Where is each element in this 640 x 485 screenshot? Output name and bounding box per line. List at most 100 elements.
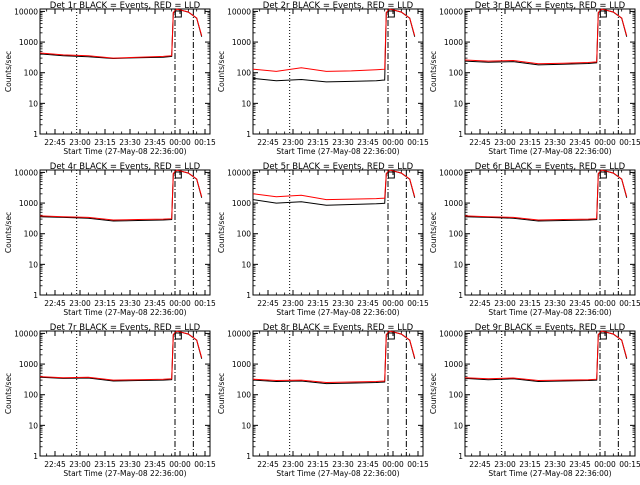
y-tick-label: 100 [237,69,252,78]
plot-frame [252,330,424,457]
x-tick-label: 23:45 [357,299,379,308]
y-tick-label: 10000 [439,168,463,177]
x-tick-label: 00:15 [619,138,640,147]
y-tick-label: 1 [458,291,463,300]
plot-frame [39,8,211,135]
x-tick-label: 23:45 [144,460,166,469]
x-axis-label: Start Time (27-May-08 22:36:00) [488,147,611,156]
series-lld-red [252,330,416,384]
x-tick-label: 00:15 [194,299,216,308]
y-tick-label: 1 [33,130,38,139]
x-tick-label: 22:45 [257,460,279,469]
peak-marker [174,10,182,18]
plot-frame [464,330,636,457]
y-tick-label: 10 [453,421,463,430]
peak-marker [387,10,395,18]
x-tick-label: 23:15 [307,138,329,147]
y-tick-label: 100 [237,391,252,400]
x-tick-label: 23:15 [94,299,116,308]
x-tick-label: 22:45 [469,460,491,469]
x-axis-label: Start Time (27-May-08 22:36:00) [63,147,186,156]
x-tick-label: 23:45 [569,299,591,308]
x-tick-label: 00:00 [594,460,616,469]
series-lld-red [39,8,203,59]
y-tick-label: 1000 [444,199,463,208]
y-tick-label: 1 [246,452,251,461]
y-tick-label: 10000 [439,7,463,16]
x-axis-label: Start Time (27-May-08 22:36:00) [276,469,399,478]
x-tick-label: 22:45 [44,138,66,147]
y-tick-label: 1000 [19,199,38,208]
y-tick-label: 1 [33,452,38,461]
y-tick-label: 10000 [14,7,38,16]
x-tick-label: 23:45 [569,460,591,469]
y-tick-label: 10 [28,99,38,108]
y-tick-label: 10 [241,421,251,430]
panel-det-5: Det 5r BLACK = Events, RED = LLD 1 10 100 10… [217,162,429,317]
x-tick-label: 23:15 [519,138,541,147]
x-tick-label: 00:15 [619,299,640,308]
x-tick-label: 23:00 [494,299,516,308]
plot-frame [464,8,636,135]
x-tick-label: 22:45 [44,460,66,469]
y-tick-label: 1 [33,291,38,300]
x-tick-label: 23:00 [69,138,91,147]
x-tick-label: 00:15 [619,460,640,469]
panel-det-2: Det 2r BLACK = Events, RED = LLD 1 10 100 10… [217,1,429,156]
x-tick-label: 23:15 [519,460,541,469]
y-tick-label: 10000 [439,329,463,338]
x-tick-label: 00:00 [382,460,404,469]
plot-frame [39,330,211,457]
x-tick-label: 23:15 [519,299,541,308]
y-tick-label: 10 [241,99,251,108]
panel-det-3: Det 3r BLACK = Events, RED = LLD 1 10 100 10… [429,1,640,156]
peak-marker [599,171,607,179]
x-tick-label: 22:45 [469,299,491,308]
y-tick-label: 1000 [444,360,463,369]
x-axis-label: Start Time (27-May-08 22:36:00) [63,308,186,317]
x-tick-label: 23:45 [569,138,591,147]
x-tick-label: 23:30 [119,138,141,147]
peak-marker [174,332,182,340]
x-tick-label: 23:00 [282,460,304,469]
x-tick-label: 23:30 [544,299,566,308]
x-tick-label: 23:30 [332,299,354,308]
x-tick-label: 23:00 [282,299,304,308]
y-tick-label: 1000 [19,38,38,47]
y-tick-label: 1000 [232,199,251,208]
y-tick-label: 10 [28,421,38,430]
peak-marker [387,332,395,340]
x-tick-label: 22:45 [44,299,66,308]
y-axis-label: Counts/sec [217,212,226,253]
panel-det-6: Det 6r BLACK = Events, RED = LLD 1 10 100 10… [429,162,640,317]
y-axis-label: Counts/sec [4,51,13,92]
chart-title: Det 4r BLACK = Events, RED = LLD [50,162,201,172]
y-tick-label: 1000 [19,360,38,369]
y-tick-label: 1 [458,130,463,139]
peak-marker [599,332,607,340]
x-tick-label: 22:45 [257,138,279,147]
x-tick-label: 23:30 [544,138,566,147]
x-axis-label: Start Time (27-May-08 22:36:00) [488,308,611,317]
plot-frame [464,169,636,296]
series-lld-red [464,8,628,65]
y-tick-label: 1000 [444,38,463,47]
x-tick-label: 23:45 [357,460,379,469]
x-tick-label: 00:15 [194,460,216,469]
x-tick-label: 23:45 [144,299,166,308]
x-tick-label: 23:15 [307,299,329,308]
plot-frame [252,169,424,296]
y-tick-label: 100 [24,69,39,78]
x-tick-label: 23:30 [544,460,566,469]
panel-det-7: Det 7r BLACK = Events, RED = LLD 1 10 100 10… [4,323,216,478]
plot-frame [39,169,211,296]
panel-det-9: Det 9r BLACK = Events, RED = LLD 1 10 100 10… [429,323,640,478]
x-tick-label: 23:30 [119,299,141,308]
panel-det-8: Det 8r BLACK = Events, RED = LLD 1 10 100 10… [217,323,429,478]
x-tick-label: 00:15 [407,138,429,147]
y-axis-label: Counts/sec [4,373,13,414]
x-tick-label: 23:45 [144,138,166,147]
y-tick-label: 100 [237,230,252,239]
y-tick-label: 10 [241,260,251,269]
